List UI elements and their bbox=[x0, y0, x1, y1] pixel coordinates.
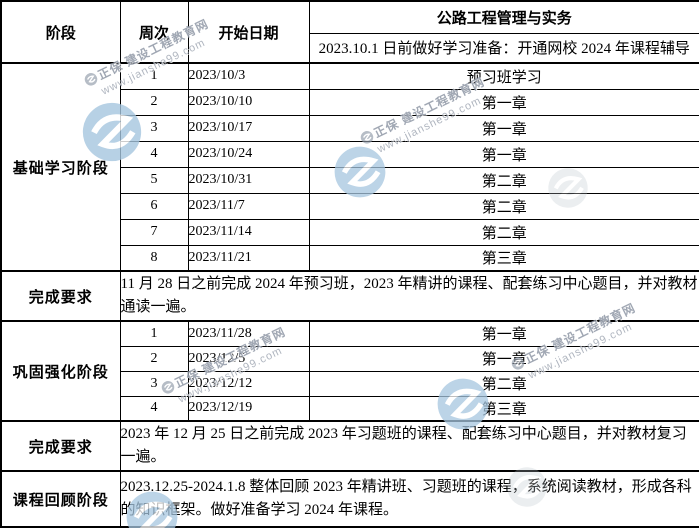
content-cell: 第二章 bbox=[308, 370, 699, 397]
content-cell: 第一章 bbox=[308, 88, 699, 116]
content-cell: 第二章 bbox=[308, 192, 699, 220]
table-row: 完成要求 2023 年 12 月 25 日之前完成 2023 年习题班的课程、配… bbox=[0, 420, 699, 472]
content-cell: 第一章 bbox=[308, 320, 699, 347]
date-cell: 2023/11/21 bbox=[187, 244, 310, 272]
date-cell: 2023/10/10 bbox=[187, 88, 310, 116]
week-cell: 1 bbox=[119, 320, 189, 347]
stage-column-header: 阶段 bbox=[0, 0, 121, 64]
week-cell: 5 bbox=[119, 166, 189, 194]
table-row: 基础学习阶段 1 2023/10/3 预习班学习 bbox=[0, 62, 699, 272]
content-cell: 第三章 bbox=[308, 395, 699, 422]
week-cell: 4 bbox=[119, 140, 189, 168]
table-row: 完成要求 11 月 28 日之前完成 2024 年预习班，2023 年精讲的课程… bbox=[0, 270, 699, 322]
date-cell: 2023/11/28 bbox=[187, 320, 310, 347]
stage-cell-consolidation: 巩固强化阶段 bbox=[0, 320, 121, 422]
content-cell: 第一章 bbox=[308, 140, 699, 168]
date-cell: 2023/10/24 bbox=[187, 140, 310, 168]
date-cell: 2023/12/12 bbox=[187, 370, 310, 397]
content-cell: 第三章 bbox=[308, 244, 699, 272]
week-cell: 6 bbox=[119, 192, 189, 220]
date-cell: 2023/10/3 bbox=[187, 62, 310, 90]
note-cell: 2023 年 12 月 25 日之前完成 2023 年习题班的课程、配套练习中心… bbox=[119, 420, 699, 472]
table-row: 8 2023/11/21 第三章 bbox=[1, 244, 699, 272]
week-cell: 8 bbox=[119, 244, 189, 272]
stage-cell-completion-req-1: 完成要求 bbox=[0, 270, 121, 322]
content-cell: 第一章 bbox=[308, 114, 699, 142]
week-cell: 2 bbox=[119, 345, 189, 372]
course-title-cell: 公路工程管理与实务 bbox=[308, 0, 699, 34]
content-cell: 第一章 bbox=[308, 345, 699, 372]
content-cell: 预习班学习 bbox=[308, 62, 699, 90]
date-cell: 2023/10/17 bbox=[187, 114, 310, 142]
week-cell: 3 bbox=[119, 370, 189, 397]
content-cell: 第二章 bbox=[308, 218, 699, 246]
table-row: 课程回顾阶段 2023.12.25-2024.1.8 整体回顾 2023 年精讲… bbox=[0, 470, 699, 528]
content-cell: 第二章 bbox=[308, 166, 699, 194]
table-row: 3 2023/12/12 第二章 bbox=[1, 370, 699, 397]
week-cell: 4 bbox=[119, 395, 189, 422]
date-cell: 2023/10/31 bbox=[187, 166, 310, 194]
table-row: 7 2023/11/14 第二章 bbox=[1, 218, 699, 246]
week-cell: 2 bbox=[119, 88, 189, 116]
week-cell: 1 bbox=[119, 62, 189, 90]
date-cell: 2023/11/14 bbox=[187, 218, 310, 246]
date-cell: 2023/12/5 bbox=[187, 345, 310, 372]
note-cell: 11 月 28 日之前完成 2024 年预习班，2023 年精讲的课程、配套练习… bbox=[119, 270, 699, 322]
stage-cell-basic-study: 基础学习阶段 bbox=[0, 62, 121, 272]
prep-note-cell: 2023.10.1 日前做好学习准备：开通网校 2024 年课程辅导 bbox=[308, 32, 699, 64]
date-cell: 2023/11/7 bbox=[187, 192, 310, 220]
week-cell: 7 bbox=[119, 218, 189, 246]
week-column-header: 周次 bbox=[119, 0, 189, 64]
date-cell: 2023/12/19 bbox=[187, 395, 310, 422]
week-cell: 3 bbox=[119, 114, 189, 142]
date-column-header: 开始日期 bbox=[187, 0, 310, 64]
table-row: 巩固强化阶段 1 2023/11/28 第一章 bbox=[0, 320, 699, 422]
note-cell: 2023.12.25-2024.1.8 整体回顾 2023 年精讲班、习题班的课… bbox=[119, 470, 699, 528]
table-row: 2 2023/12/5 第一章 bbox=[1, 345, 699, 372]
stage-cell-course-review: 课程回顾阶段 bbox=[0, 470, 121, 528]
stage-cell-completion-req-2: 完成要求 bbox=[0, 420, 121, 472]
